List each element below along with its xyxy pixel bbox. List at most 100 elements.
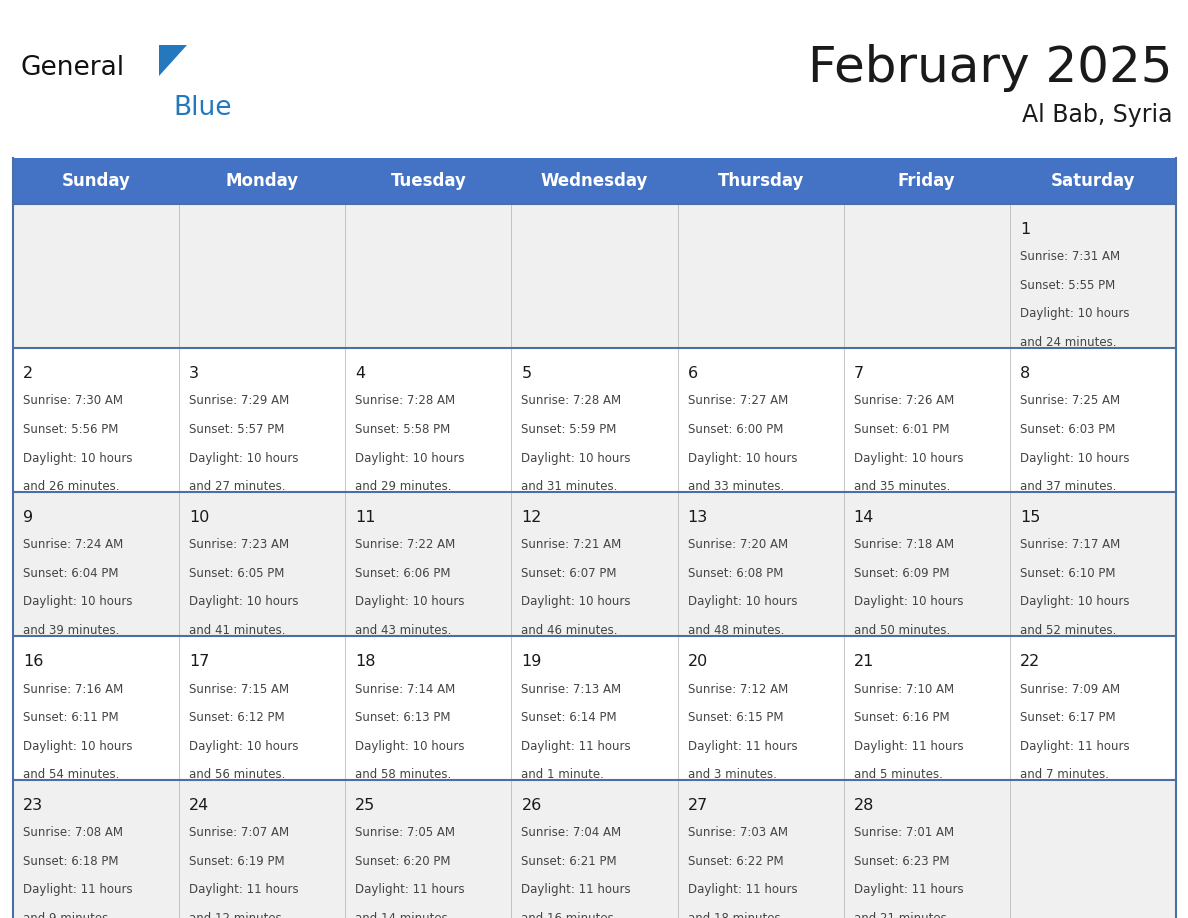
Text: 21: 21: [854, 654, 874, 669]
Text: and 26 minutes.: and 26 minutes.: [23, 480, 120, 493]
Text: Sunset: 6:22 PM: Sunset: 6:22 PM: [688, 855, 783, 868]
Text: and 3 minutes.: and 3 minutes.: [688, 768, 777, 781]
Text: and 54 minutes.: and 54 minutes.: [23, 768, 119, 781]
Text: Sunset: 6:16 PM: Sunset: 6:16 PM: [854, 711, 949, 724]
Text: Daylight: 10 hours: Daylight: 10 hours: [189, 596, 298, 609]
Text: Sunset: 6:20 PM: Sunset: 6:20 PM: [355, 855, 450, 868]
Text: 27: 27: [688, 798, 708, 813]
Bar: [13, 492, 1176, 636]
Bar: [13, 158, 1176, 204]
Text: Sunrise: 7:12 AM: Sunrise: 7:12 AM: [688, 682, 788, 696]
Text: Daylight: 11 hours: Daylight: 11 hours: [688, 740, 797, 753]
Text: Sunset: 6:11 PM: Sunset: 6:11 PM: [23, 711, 119, 724]
Text: Daylight: 10 hours: Daylight: 10 hours: [522, 452, 631, 465]
Text: and 29 minutes.: and 29 minutes.: [355, 480, 451, 493]
Text: 17: 17: [189, 654, 209, 669]
Text: General: General: [21, 55, 125, 81]
Text: 18: 18: [355, 654, 375, 669]
Text: Sunset: 6:10 PM: Sunset: 6:10 PM: [1019, 567, 1116, 580]
Text: Sunset: 6:04 PM: Sunset: 6:04 PM: [23, 567, 119, 580]
Text: Sunset: 6:12 PM: Sunset: 6:12 PM: [189, 711, 285, 724]
Text: 7: 7: [854, 366, 864, 381]
Text: Daylight: 11 hours: Daylight: 11 hours: [355, 883, 465, 897]
Text: and 37 minutes.: and 37 minutes.: [1019, 480, 1117, 493]
Text: Daylight: 10 hours: Daylight: 10 hours: [1019, 596, 1130, 609]
Text: 24: 24: [189, 798, 209, 813]
Text: Sunrise: 7:31 AM: Sunrise: 7:31 AM: [1019, 251, 1120, 263]
Text: and 12 minutes.: and 12 minutes.: [189, 912, 285, 918]
Text: Sunrise: 7:05 AM: Sunrise: 7:05 AM: [355, 826, 455, 839]
Text: 20: 20: [688, 654, 708, 669]
Bar: [13, 204, 1176, 348]
Text: 19: 19: [522, 654, 542, 669]
Text: and 5 minutes.: and 5 minutes.: [854, 768, 942, 781]
Text: Sunset: 6:07 PM: Sunset: 6:07 PM: [522, 567, 617, 580]
Text: and 56 minutes.: and 56 minutes.: [189, 768, 285, 781]
Text: 11: 11: [355, 510, 375, 525]
Text: 15: 15: [1019, 510, 1041, 525]
Text: Daylight: 10 hours: Daylight: 10 hours: [23, 740, 133, 753]
Text: and 48 minutes.: and 48 minutes.: [688, 624, 784, 637]
Text: Sunrise: 7:09 AM: Sunrise: 7:09 AM: [1019, 682, 1120, 696]
Text: Daylight: 10 hours: Daylight: 10 hours: [23, 452, 133, 465]
Text: 9: 9: [23, 510, 33, 525]
Text: Sunrise: 7:23 AM: Sunrise: 7:23 AM: [189, 539, 289, 552]
Text: Friday: Friday: [898, 172, 955, 190]
Text: 25: 25: [355, 798, 375, 813]
Text: Sunset: 6:21 PM: Sunset: 6:21 PM: [522, 855, 617, 868]
Text: Sunset: 6:17 PM: Sunset: 6:17 PM: [1019, 711, 1116, 724]
Text: 16: 16: [23, 654, 44, 669]
Text: Daylight: 10 hours: Daylight: 10 hours: [355, 596, 465, 609]
Text: Sunset: 6:00 PM: Sunset: 6:00 PM: [688, 423, 783, 436]
Text: Daylight: 10 hours: Daylight: 10 hours: [189, 452, 298, 465]
Text: Monday: Monday: [226, 172, 298, 190]
Text: Daylight: 11 hours: Daylight: 11 hours: [854, 883, 963, 897]
Text: and 16 minutes.: and 16 minutes.: [522, 912, 618, 918]
Text: Daylight: 10 hours: Daylight: 10 hours: [1019, 452, 1130, 465]
Text: Daylight: 11 hours: Daylight: 11 hours: [522, 883, 631, 897]
Text: Sunrise: 7:03 AM: Sunrise: 7:03 AM: [688, 826, 788, 839]
Text: 13: 13: [688, 510, 708, 525]
Text: Thursday: Thursday: [718, 172, 804, 190]
Text: Blue: Blue: [173, 95, 232, 121]
Text: Sunrise: 7:14 AM: Sunrise: 7:14 AM: [355, 682, 455, 696]
Text: Sunrise: 7:24 AM: Sunrise: 7:24 AM: [23, 539, 124, 552]
Text: Sunrise: 7:30 AM: Sunrise: 7:30 AM: [23, 395, 124, 408]
Text: Daylight: 11 hours: Daylight: 11 hours: [189, 883, 298, 897]
Text: 5: 5: [522, 366, 531, 381]
Text: Sunset: 6:09 PM: Sunset: 6:09 PM: [854, 567, 949, 580]
Text: 12: 12: [522, 510, 542, 525]
Text: Sunset: 6:06 PM: Sunset: 6:06 PM: [355, 567, 450, 580]
Text: Sunrise: 7:29 AM: Sunrise: 7:29 AM: [189, 395, 290, 408]
Text: and 21 minutes.: and 21 minutes.: [854, 912, 950, 918]
Text: and 14 minutes.: and 14 minutes.: [355, 912, 451, 918]
Text: 8: 8: [1019, 366, 1030, 381]
Text: 14: 14: [854, 510, 874, 525]
Text: Daylight: 11 hours: Daylight: 11 hours: [688, 883, 797, 897]
Text: Sunrise: 7:16 AM: Sunrise: 7:16 AM: [23, 682, 124, 696]
Text: February 2025: February 2025: [809, 44, 1173, 92]
Text: Sunset: 6:14 PM: Sunset: 6:14 PM: [522, 711, 617, 724]
Text: Sunset: 6:05 PM: Sunset: 6:05 PM: [189, 567, 284, 580]
Bar: [13, 348, 1176, 492]
Text: Daylight: 10 hours: Daylight: 10 hours: [1019, 308, 1130, 320]
Text: Sunrise: 7:04 AM: Sunrise: 7:04 AM: [522, 826, 621, 839]
Text: Sunset: 5:58 PM: Sunset: 5:58 PM: [355, 423, 450, 436]
Text: 1: 1: [1019, 222, 1030, 237]
Text: Daylight: 11 hours: Daylight: 11 hours: [1019, 740, 1130, 753]
Text: Daylight: 10 hours: Daylight: 10 hours: [854, 452, 963, 465]
Text: Daylight: 11 hours: Daylight: 11 hours: [854, 740, 963, 753]
Text: and 27 minutes.: and 27 minutes.: [189, 480, 285, 493]
Text: Sunrise: 7:18 AM: Sunrise: 7:18 AM: [854, 539, 954, 552]
Text: Daylight: 10 hours: Daylight: 10 hours: [522, 596, 631, 609]
Text: and 24 minutes.: and 24 minutes.: [1019, 336, 1117, 349]
Text: and 31 minutes.: and 31 minutes.: [522, 480, 618, 493]
Text: Tuesday: Tuesday: [391, 172, 467, 190]
Text: 23: 23: [23, 798, 43, 813]
Text: Daylight: 11 hours: Daylight: 11 hours: [522, 740, 631, 753]
Text: Sunset: 6:15 PM: Sunset: 6:15 PM: [688, 711, 783, 724]
Polygon shape: [159, 45, 187, 76]
Text: Al Bab, Syria: Al Bab, Syria: [1023, 103, 1173, 127]
Text: Daylight: 10 hours: Daylight: 10 hours: [688, 452, 797, 465]
Text: 26: 26: [522, 798, 542, 813]
